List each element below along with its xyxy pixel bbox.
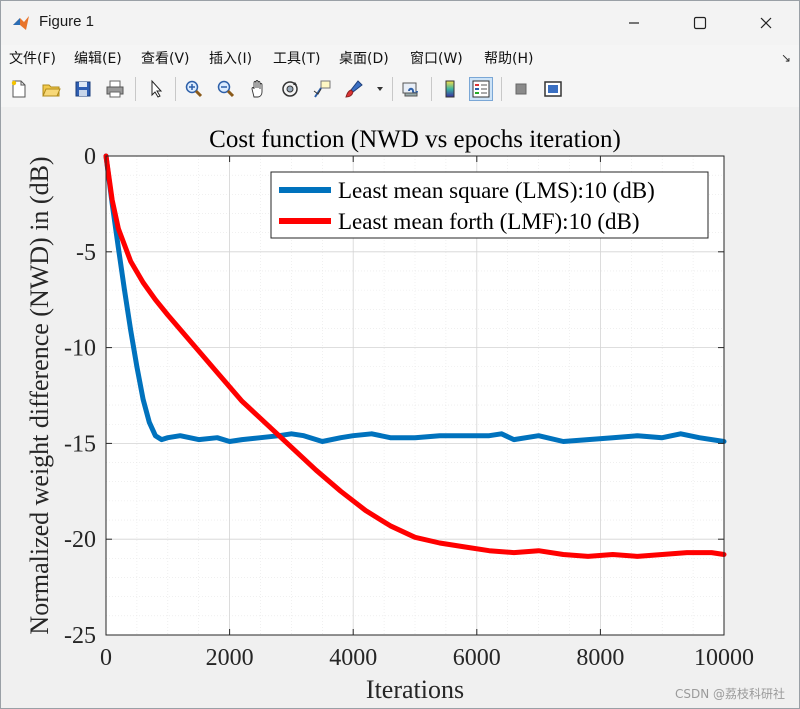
menu-help[interactable]: 帮助(H) xyxy=(484,51,534,67)
zoom-out-icon[interactable] xyxy=(214,77,238,101)
menu-view[interactable]: 查看(V) xyxy=(141,51,190,67)
data-cursor-icon[interactable] xyxy=(310,77,334,101)
dropdown-arrow-icon[interactable] xyxy=(373,77,387,101)
open-file-icon[interactable] xyxy=(39,77,63,101)
x-tick-label: 4000 xyxy=(329,645,377,671)
pointer-icon[interactable] xyxy=(144,77,168,101)
show-plot-tools-icon[interactable] xyxy=(541,77,565,101)
y-axis-label: Normalized weight difference (NWD) in (d… xyxy=(25,156,54,634)
minimize-icon xyxy=(629,22,639,24)
toolbar-separator xyxy=(392,77,393,101)
hide-plot-tools-icon[interactable] xyxy=(509,77,533,101)
menu-bar: 文件(F) 编辑(E) 查看(V) 插入(I) 工具(T) 桌面(D) 窗口(W… xyxy=(1,45,799,71)
menu-edit[interactable]: 编辑(E) xyxy=(74,51,122,67)
y-tick-label: -10 xyxy=(64,336,96,362)
x-tick-label: 0 xyxy=(100,645,112,671)
x-tick-label: 2000 xyxy=(206,645,254,671)
menu-file[interactable]: 文件(F) xyxy=(9,51,56,67)
y-tick-label: 0 xyxy=(84,144,96,170)
y-tick-label: -25 xyxy=(64,623,96,649)
watermark-text: CSDN @荔枝科研社 xyxy=(674,687,785,701)
legend-icon[interactable] xyxy=(469,77,493,101)
legend-label: Least mean forth (LMF):10 (dB) xyxy=(338,209,639,234)
legend-box xyxy=(270,171,709,239)
pan-hand-icon[interactable] xyxy=(246,77,270,101)
x-tick-label: 6000 xyxy=(453,645,501,671)
matlab-logo-icon xyxy=(11,13,31,33)
toolbar-separator xyxy=(501,77,502,101)
chart-svg: 0 2000 4000 6000 8000 10000 0 -5 -10 -15 -20 -25 Cos… xyxy=(25,126,754,704)
series-line-lms xyxy=(103,153,727,444)
window-title: Figure 1 xyxy=(39,13,95,30)
x-tick-label: 8000 xyxy=(576,645,624,671)
menu-tools[interactable]: 工具(T) xyxy=(273,51,321,67)
toolbar-separator xyxy=(175,77,176,101)
y-tick-label: -5 xyxy=(76,240,96,266)
legend-label: Least mean square (LMS):10 (dB) xyxy=(338,178,655,203)
title-bar[interactable]: Figure 1 xyxy=(1,1,799,45)
dock-arrow-icon[interactable]: ↘ xyxy=(780,51,791,65)
axes-box xyxy=(105,155,725,636)
figure-toolbar xyxy=(1,71,799,108)
rotate-3d-icon[interactable] xyxy=(278,77,302,101)
menu-insert[interactable]: 插入(I) xyxy=(209,51,253,67)
colorbar-icon[interactable] xyxy=(438,77,462,101)
brush-icon[interactable] xyxy=(342,77,366,101)
close-button[interactable] xyxy=(743,1,789,45)
y-tick-label: -15 xyxy=(64,431,96,457)
x-tick-label: 10000 xyxy=(694,645,754,671)
series-line-lmf xyxy=(103,153,727,559)
menu-desktop[interactable]: 桌面(D) xyxy=(339,51,389,67)
save-icon[interactable] xyxy=(71,77,95,101)
figure-canvas[interactable]: 0 2000 4000 6000 8000 10000 0 -5 -10 -15 -20 -25 Cos… xyxy=(1,107,799,708)
y-tick-label: -20 xyxy=(64,527,96,553)
maximize-icon xyxy=(693,16,707,30)
toolbar-separator xyxy=(431,77,432,101)
new-figure-icon[interactable] xyxy=(7,77,31,101)
x-axis-label: Iterations xyxy=(366,675,464,704)
zoom-in-icon[interactable] xyxy=(182,77,206,101)
maximize-button[interactable] xyxy=(677,1,723,45)
minimize-button[interactable] xyxy=(611,1,657,45)
toolbar-separator xyxy=(135,77,136,101)
close-icon xyxy=(760,17,772,29)
link-plot-icon[interactable] xyxy=(399,77,423,101)
chart-title: Cost function (NWD vs epochs iteration) xyxy=(209,126,621,153)
print-icon[interactable] xyxy=(103,77,127,101)
menu-window[interactable]: 窗口(W) xyxy=(410,51,463,67)
